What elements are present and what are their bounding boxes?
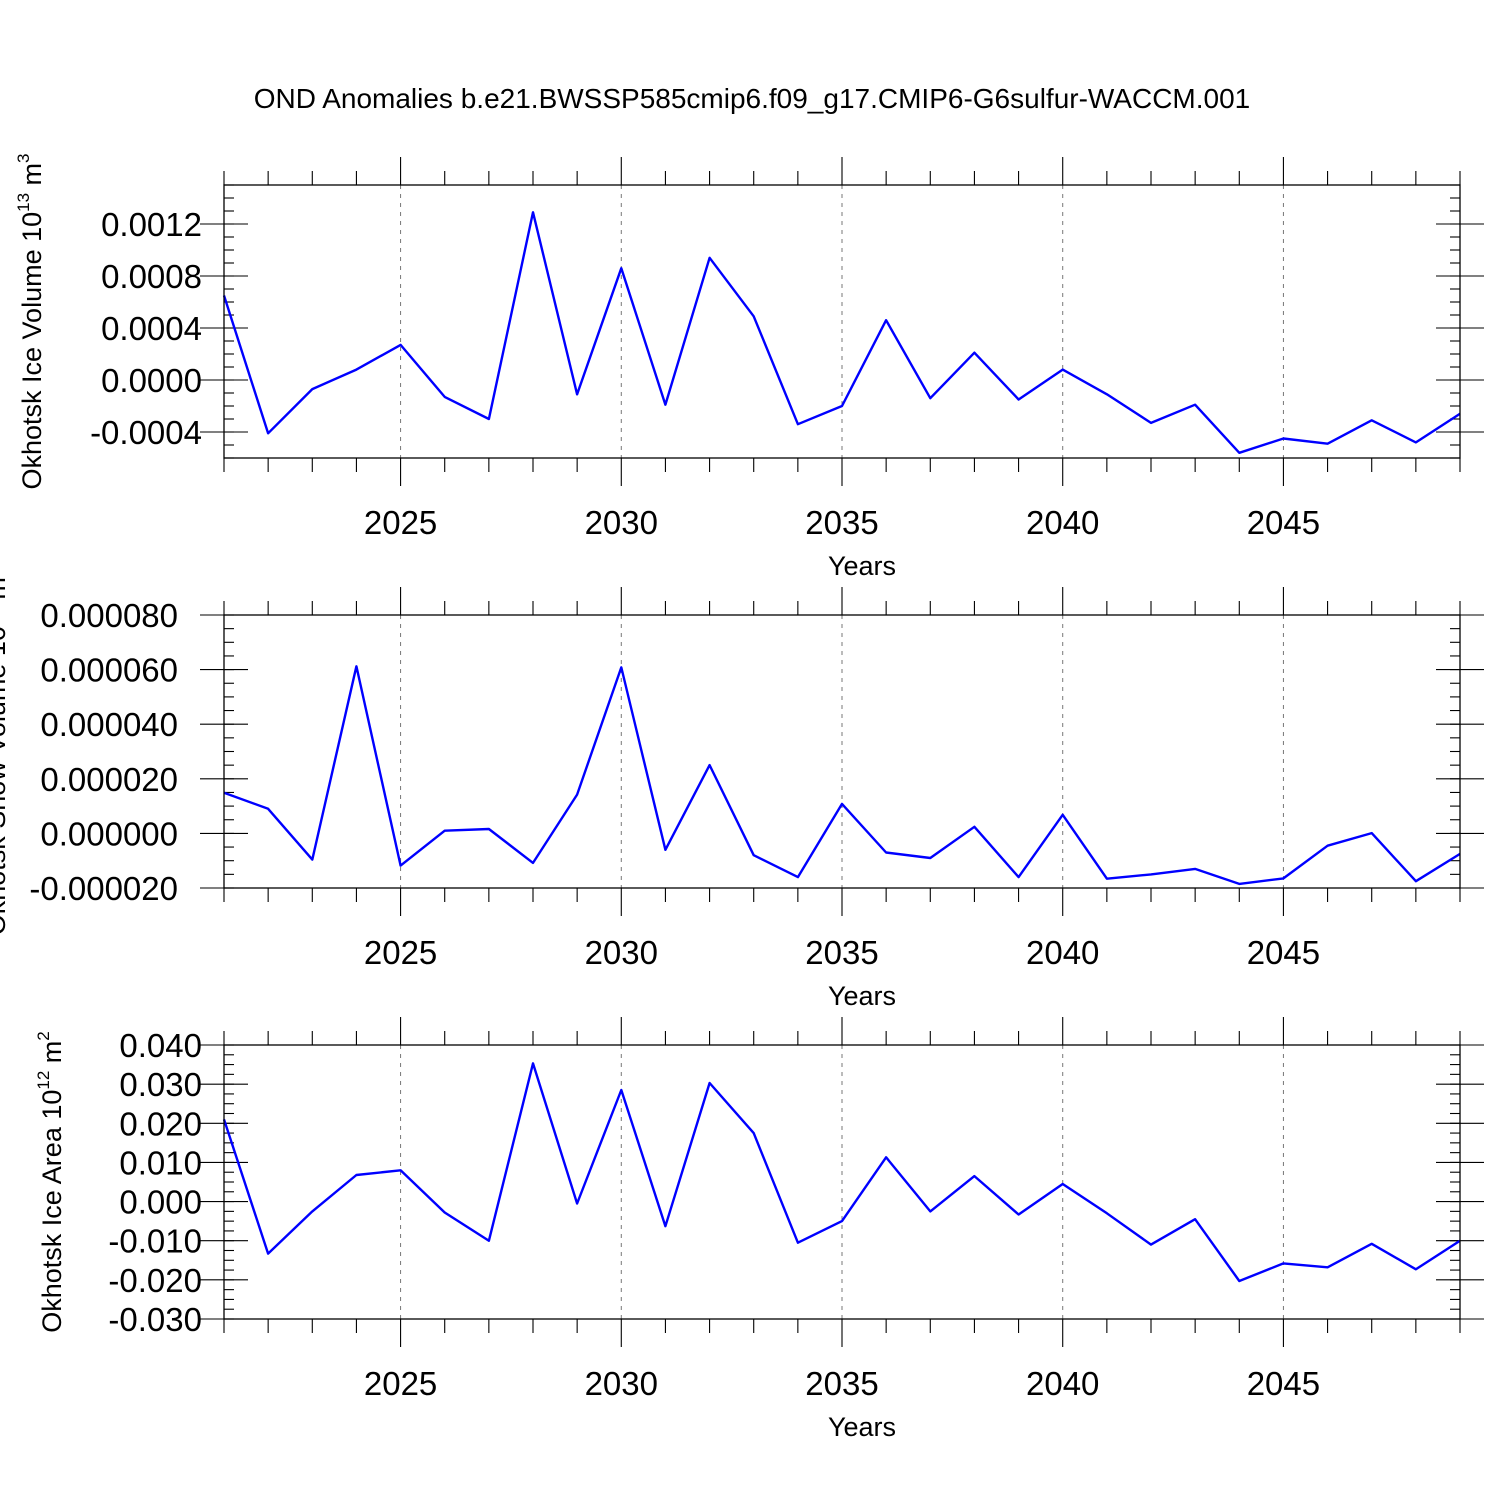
y-tick-label: 0.0008 <box>101 258 202 295</box>
series-line-snow-volume <box>223 665 1461 886</box>
x-tick-label: 2030 <box>585 1365 658 1402</box>
plot-frame <box>223 1044 1461 1320</box>
y-axis-title-text: Okhotsk Snow Volume 10 <box>0 626 11 935</box>
plot-frame <box>223 184 1461 459</box>
y-axis-title-superscript: 2 <box>34 1031 53 1040</box>
y-tick-label: 0.0004 <box>101 310 202 347</box>
x-tick-label: 2035 <box>805 504 878 541</box>
x-tick-label: 2035 <box>805 934 878 971</box>
y-axis-title-text: m <box>17 163 47 193</box>
y-axis-title: Okhotsk Ice Area 1012 m2 <box>34 1031 67 1333</box>
y-tick-label: 0.000080 <box>40 597 178 634</box>
x-tick-label: 2030 <box>585 504 658 541</box>
y-tick-label: -0.010 <box>108 1223 202 1260</box>
x-tick-label: 2025 <box>364 504 437 541</box>
y-tick-label: 0.000040 <box>40 706 178 743</box>
x-tick-label: 2045 <box>1247 504 1320 541</box>
y-tick-label: -0.0004 <box>90 414 202 451</box>
y-axis-title-superscript: 12 <box>34 1071 53 1090</box>
plot-frame <box>223 614 1461 889</box>
y-tick-label: 0.0000 <box>101 362 202 399</box>
y-axis-title-superscript: 3 <box>14 153 33 162</box>
y-tick-label: 0.000060 <box>40 652 178 689</box>
x-tick-label: 2025 <box>364 934 437 971</box>
y-tick-label: 0.030 <box>119 1066 202 1103</box>
x-tick-label: 2025 <box>364 1365 437 1402</box>
y-axis-title-text: m <box>0 577 11 607</box>
y-axis-title-text: m <box>37 1041 67 1071</box>
x-tick-label: 2040 <box>1026 1365 1099 1402</box>
y-axis-title-text: Okhotsk Ice Area 10 <box>37 1090 67 1333</box>
x-axis-title: Years <box>828 551 896 581</box>
chart-panel-3: -0.030-0.020-0.0100.0000.0100.0200.0300.… <box>34 1017 1484 1442</box>
chart-panel-1: -0.0004 0.0000 0.0004 0.0008 0.0012 2025 2030 2… <box>14 153 1484 581</box>
series-line-ice-volume <box>222 211 1461 454</box>
y-axis-title: Okhotsk Snow Volume 1013 m3 <box>0 568 11 936</box>
y-tick-label: -0.000020 <box>29 870 178 907</box>
y-tick-label: 0.040 <box>119 1027 202 1064</box>
y-axis-title-text: Okhotsk Ice Volume 10 <box>17 212 47 490</box>
y-tick-label: 0.020 <box>119 1105 202 1142</box>
x-tick-label: 2035 <box>805 1365 878 1402</box>
x-axis-title: Years <box>828 981 896 1011</box>
y-axis-title-superscript: 13 <box>14 193 33 212</box>
figure-title: OND Anomalies b.e21.BWSSP585cmip6.f09_g1… <box>254 83 1251 114</box>
y-tick-label: 0.000000 <box>40 815 178 852</box>
panels: -0.0004 0.0000 0.0004 0.0008 0.0012 2025 2030 2… <box>0 153 1484 1442</box>
x-tick-label: 2045 <box>1247 934 1320 971</box>
x-tick-label: 2040 <box>1026 934 1099 971</box>
x-tick-label: 2030 <box>585 934 658 971</box>
y-tick-label: 0.010 <box>119 1144 202 1181</box>
y-tick-label: -0.020 <box>108 1262 202 1299</box>
x-axis-title: Years <box>828 1412 896 1442</box>
x-tick-label: 2040 <box>1026 504 1099 541</box>
x-tick-label: 2045 <box>1247 1365 1320 1402</box>
y-tick-label: 0.000 <box>119 1184 202 1221</box>
y-tick-label: -0.030 <box>108 1301 202 1338</box>
series-line-ice-area <box>222 1062 1461 1283</box>
chart-panel-2: -0.000020 0.000000 0.000020 0.000040 0.00006… <box>0 568 1484 1011</box>
y-tick-label: 0.000020 <box>40 761 178 798</box>
y-axis-title: Okhotsk Ice Volume 1013 m3 <box>14 153 47 489</box>
y-tick-label: 0.0012 <box>101 206 202 243</box>
